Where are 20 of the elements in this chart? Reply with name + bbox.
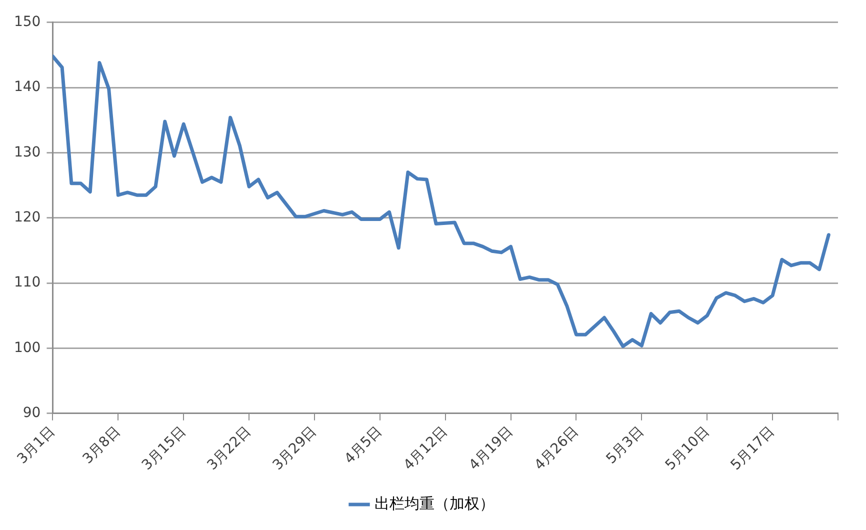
x-tick-label: 3月15日: [138, 423, 190, 474]
x-tick-label: 3月22日: [204, 423, 254, 474]
x-tick-label: 3月1日: [14, 423, 58, 468]
x-tick-label: 4月19日: [466, 423, 516, 474]
y-tick-label: 120: [14, 210, 41, 226]
x-tick-label: 5月3日: [603, 423, 648, 468]
y-tick-label: 100: [14, 340, 41, 356]
y-tick-label: 90: [22, 405, 41, 422]
legend-label: 出栏均重（加权）: [374, 494, 494, 512]
x-tick-label: 4月5日: [342, 423, 386, 468]
x-tick-label: 3月8日: [80, 423, 124, 468]
y-tick-label: 150: [14, 14, 41, 30]
x-tick-label: 4月12日: [400, 423, 451, 474]
y-tick-label: 110: [14, 274, 41, 291]
y-tick-label: 130: [14, 144, 41, 160]
x-tick-label: 4月26日: [532, 423, 582, 474]
x-tick-label: 5月10日: [662, 423, 713, 474]
y-tick-label: 140: [14, 79, 41, 96]
x-tick-label: 5月17日: [728, 423, 778, 474]
x-tick-label: 3月29日: [270, 423, 320, 474]
